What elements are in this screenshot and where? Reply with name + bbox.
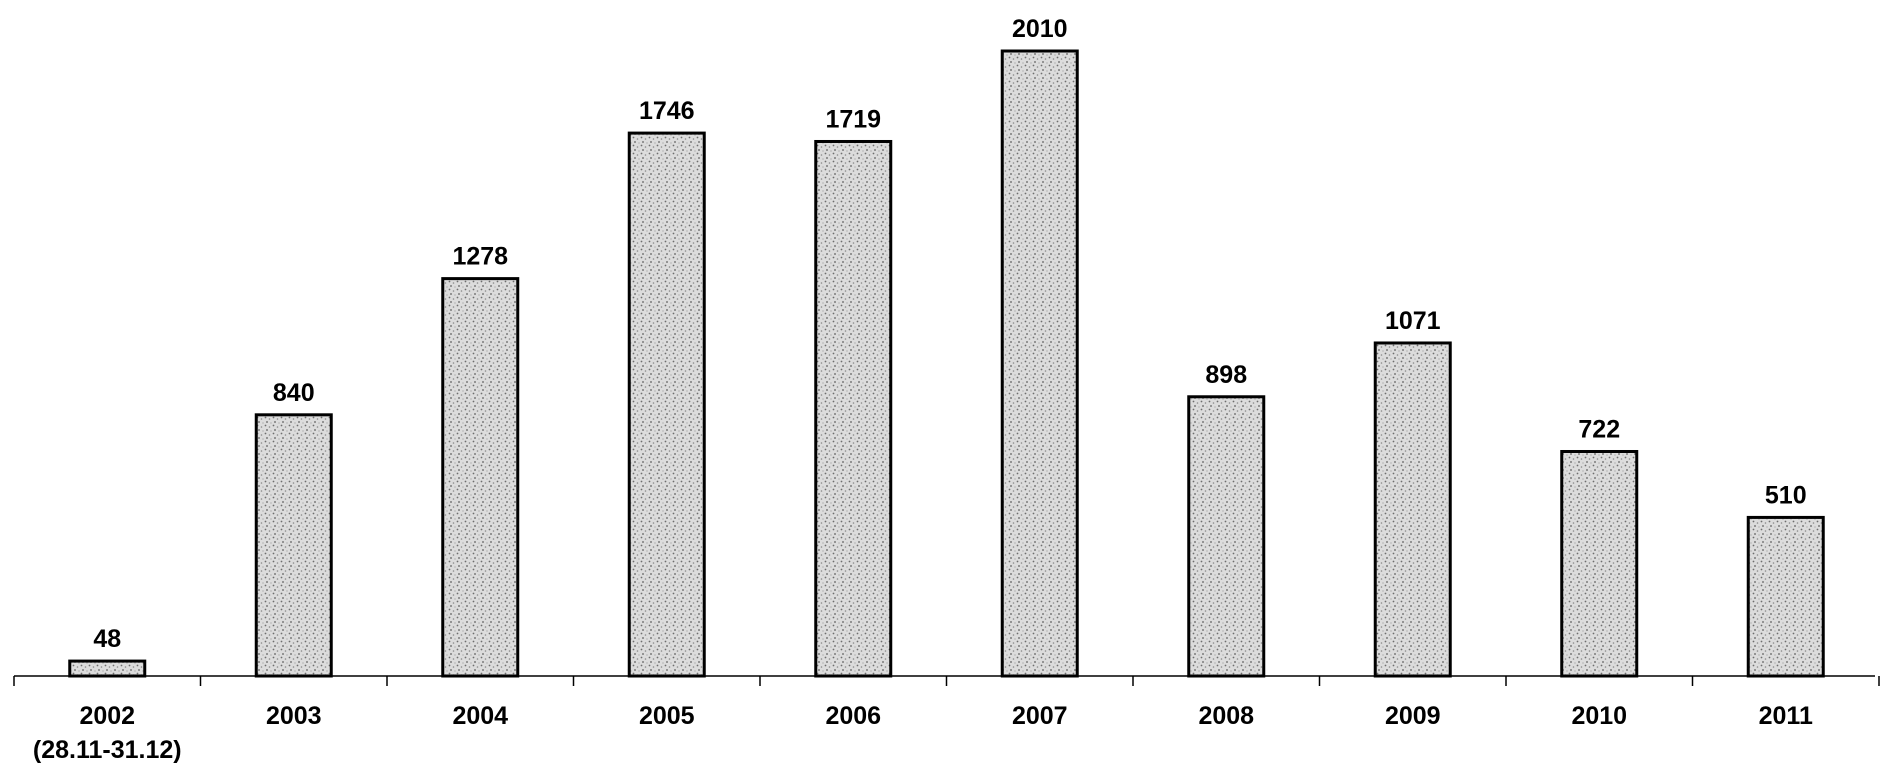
data-label-2005: 1746 [639, 97, 695, 125]
x-tick-label-2004: 2004 [452, 702, 508, 730]
bar-2011 [1746, 515, 1825, 678]
bar-2004 [441, 277, 520, 678]
bars-layer [68, 49, 1825, 678]
x-tick-label-2002: 2002 [79, 702, 135, 730]
data-labels-layer: 48 840 1278 1746 1719 2010 898 1071 722 510 [93, 15, 1806, 653]
data-label-2008: 898 [1205, 361, 1247, 389]
x-tick-label-2007: 2007 [1012, 702, 1068, 730]
x-tick-labels-layer: 2002 (28.11-31.12) 2003 2004 2005 2006 2007 200… [33, 702, 1813, 764]
bar-2002 [68, 659, 147, 678]
data-label-2006: 1719 [825, 105, 881, 133]
x-tick-label-2011: 2011 [1759, 702, 1813, 730]
data-label-2009: 1071 [1385, 307, 1441, 335]
x-tick-label-2010: 2010 [1571, 702, 1627, 730]
bar-2009 [1373, 341, 1452, 678]
bar-2008 [1187, 395, 1266, 678]
x-tick-label-2009: 2009 [1385, 702, 1441, 730]
bar-2010 [1560, 449, 1639, 678]
bar-2005 [627, 131, 706, 678]
x-tick-sublabel-2002: (28.11-31.12) [33, 736, 182, 764]
bar-2006 [814, 139, 893, 678]
bar-2007 [1000, 49, 1079, 678]
x-tick-label-2006: 2006 [825, 702, 881, 730]
x-axis [13, 675, 1880, 686]
data-label-2003: 840 [273, 379, 315, 407]
data-label-2002: 48 [93, 625, 121, 653]
bar-2003 [254, 413, 333, 678]
x-tick-label-2003: 2003 [266, 702, 322, 730]
data-label-2010: 722 [1578, 415, 1620, 443]
x-tick-label-2005: 2005 [639, 702, 695, 730]
data-label-2004: 1278 [452, 243, 508, 271]
data-label-2007: 2010 [1012, 15, 1068, 43]
x-tick-label-2008: 2008 [1198, 702, 1254, 730]
data-label-2011: 510 [1765, 481, 1807, 509]
